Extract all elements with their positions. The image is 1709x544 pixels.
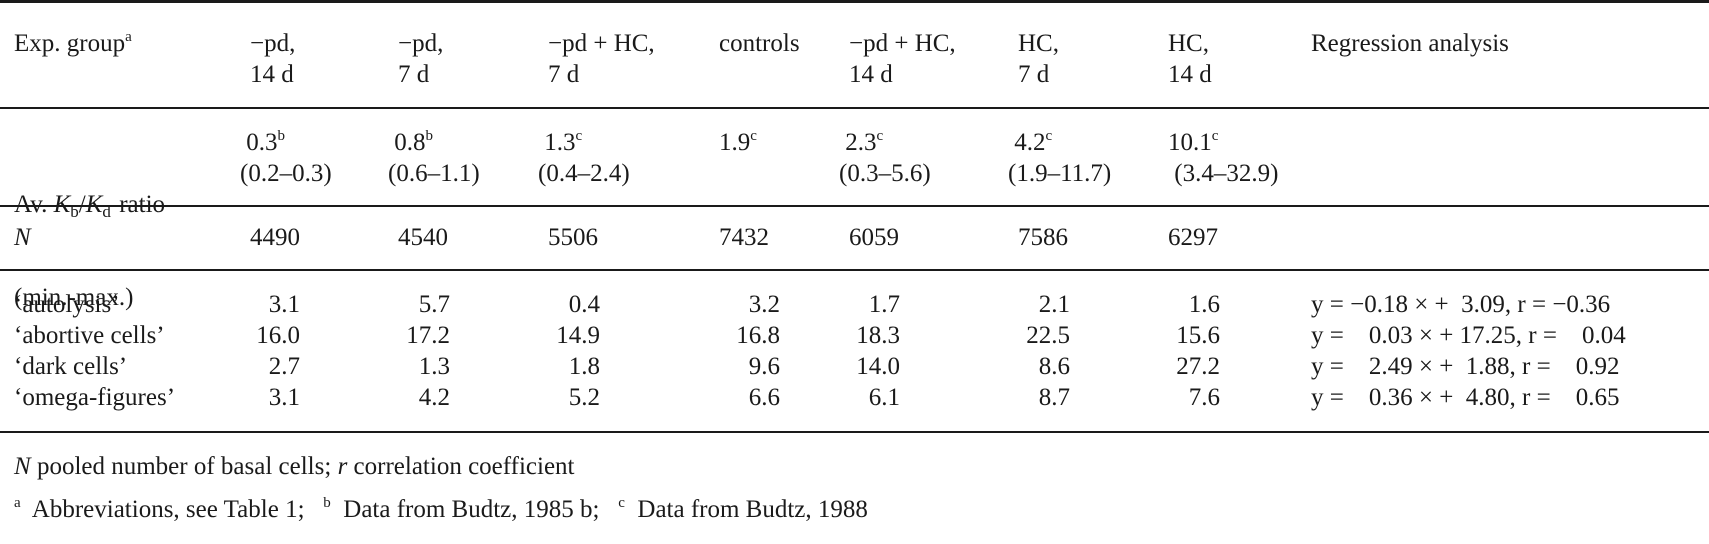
n-value-4: 7432 bbox=[719, 224, 769, 251]
n-value-1: 4490 bbox=[250, 224, 300, 251]
header-col-7: HC, 14 d bbox=[1168, 30, 1212, 88]
table-cell: 18.3 bbox=[856, 322, 900, 349]
table-cell: 17.2 bbox=[406, 322, 450, 349]
table-cell: 5.2 bbox=[568, 384, 600, 411]
n-value-6: 7586 bbox=[1018, 224, 1068, 251]
table-bottom-rule bbox=[0, 431, 1709, 433]
table-top-rule bbox=[0, 0, 1709, 3]
table-cell: 3.1 bbox=[268, 291, 300, 318]
ratio-col-4: 1.9c bbox=[719, 128, 757, 157]
regression-equation: y = −0.18 × + 3.09, r = −0.36 bbox=[1311, 291, 1611, 318]
regression-equation: y = 0.03 × + 17.25, r = 0.04 bbox=[1311, 322, 1626, 349]
regression-equation: y = 2.49 × + 1.88, r = 0.92 bbox=[1311, 353, 1620, 380]
table-cell: 3.2 bbox=[748, 291, 780, 318]
n-value-7: 6297 bbox=[1168, 224, 1218, 251]
row-label: ‘dark cells’ bbox=[14, 353, 128, 380]
footnote-definitions: N pooled number of basal cells; r correl… bbox=[14, 453, 575, 480]
header-col-3: −pd + HC, 7 d bbox=[548, 30, 655, 88]
table-cell: 15.6 bbox=[1176, 322, 1220, 349]
n-value-3: 5506 bbox=[548, 224, 598, 251]
table-cell: 9.6 bbox=[748, 353, 780, 380]
ratio-col-2: 0.8b (0.6–1.1) bbox=[388, 128, 480, 188]
header-exp-group: Exp. groupa bbox=[14, 29, 132, 58]
table-cell: 1.3 bbox=[418, 353, 450, 380]
ratio-rule bbox=[0, 205, 1709, 207]
header-rule bbox=[0, 107, 1709, 109]
header-col-2: −pd, 7 d bbox=[398, 30, 444, 88]
ratio-col-5: 2.3c (0.3–5.6) bbox=[839, 128, 931, 188]
table-cell: 2.7 bbox=[268, 353, 300, 380]
ratio-row-label: Av. Kb/Kd-ratio (min.-max.) bbox=[14, 191, 166, 311]
header-col-6: HC, 7 d bbox=[1018, 30, 1059, 88]
table-cell: 6.6 bbox=[748, 384, 780, 411]
table-cell: 1.6 bbox=[1188, 291, 1220, 318]
n-value-5: 6059 bbox=[849, 224, 899, 251]
header-regression: Regression analysis bbox=[1311, 30, 1509, 57]
table-cell: 0.4 bbox=[568, 291, 600, 318]
table-cell: 14.0 bbox=[856, 353, 900, 380]
regression-equation: y = 0.36 × + 4.80, r = 0.65 bbox=[1311, 384, 1620, 411]
table-cell: 7.6 bbox=[1188, 384, 1220, 411]
table-cell: 3.1 bbox=[268, 384, 300, 411]
footnote-sources: a Abbreviations, see Table 1; b Data fro… bbox=[14, 495, 868, 524]
table-cell: 6.1 bbox=[868, 384, 900, 411]
table-cell: 8.7 bbox=[1038, 384, 1070, 411]
ratio-col-1: 0.3b (0.2–0.3) bbox=[240, 128, 332, 188]
n-rule bbox=[0, 269, 1709, 271]
table-cell: 27.2 bbox=[1176, 353, 1220, 380]
table-cell: 4.2 bbox=[418, 384, 450, 411]
header-col-1: −pd, 14 d bbox=[250, 30, 296, 88]
ratio-col-7: 10.1c (3.4–32.9) bbox=[1168, 128, 1279, 188]
table-cell: 1.8 bbox=[568, 353, 600, 380]
table-cell: 1.7 bbox=[868, 291, 900, 318]
row-label: ‘autolysis’ bbox=[14, 291, 120, 318]
table-cell: 14.9 bbox=[556, 322, 600, 349]
n-value-2: 4540 bbox=[398, 224, 448, 251]
row-label: ‘omega-figures’ bbox=[14, 384, 176, 411]
n-row-label: N bbox=[14, 224, 31, 251]
row-label: ‘abortive cells’ bbox=[14, 322, 165, 349]
header-col-4: controls bbox=[719, 30, 800, 57]
header-col-5: −pd + HC, 14 d bbox=[849, 30, 956, 88]
ratio-col-3: 1.3c (0.4–2.4) bbox=[538, 128, 630, 188]
table-cell: 16.8 bbox=[736, 322, 780, 349]
table-cell: 2.1 bbox=[1038, 291, 1070, 318]
table-cell: 22.5 bbox=[1026, 322, 1070, 349]
table-cell: 8.6 bbox=[1038, 353, 1070, 380]
table-cell: 5.7 bbox=[418, 291, 450, 318]
ratio-col-6: 4.2c (1.9–11.7) bbox=[1008, 128, 1112, 188]
table-cell: 16.0 bbox=[256, 322, 300, 349]
